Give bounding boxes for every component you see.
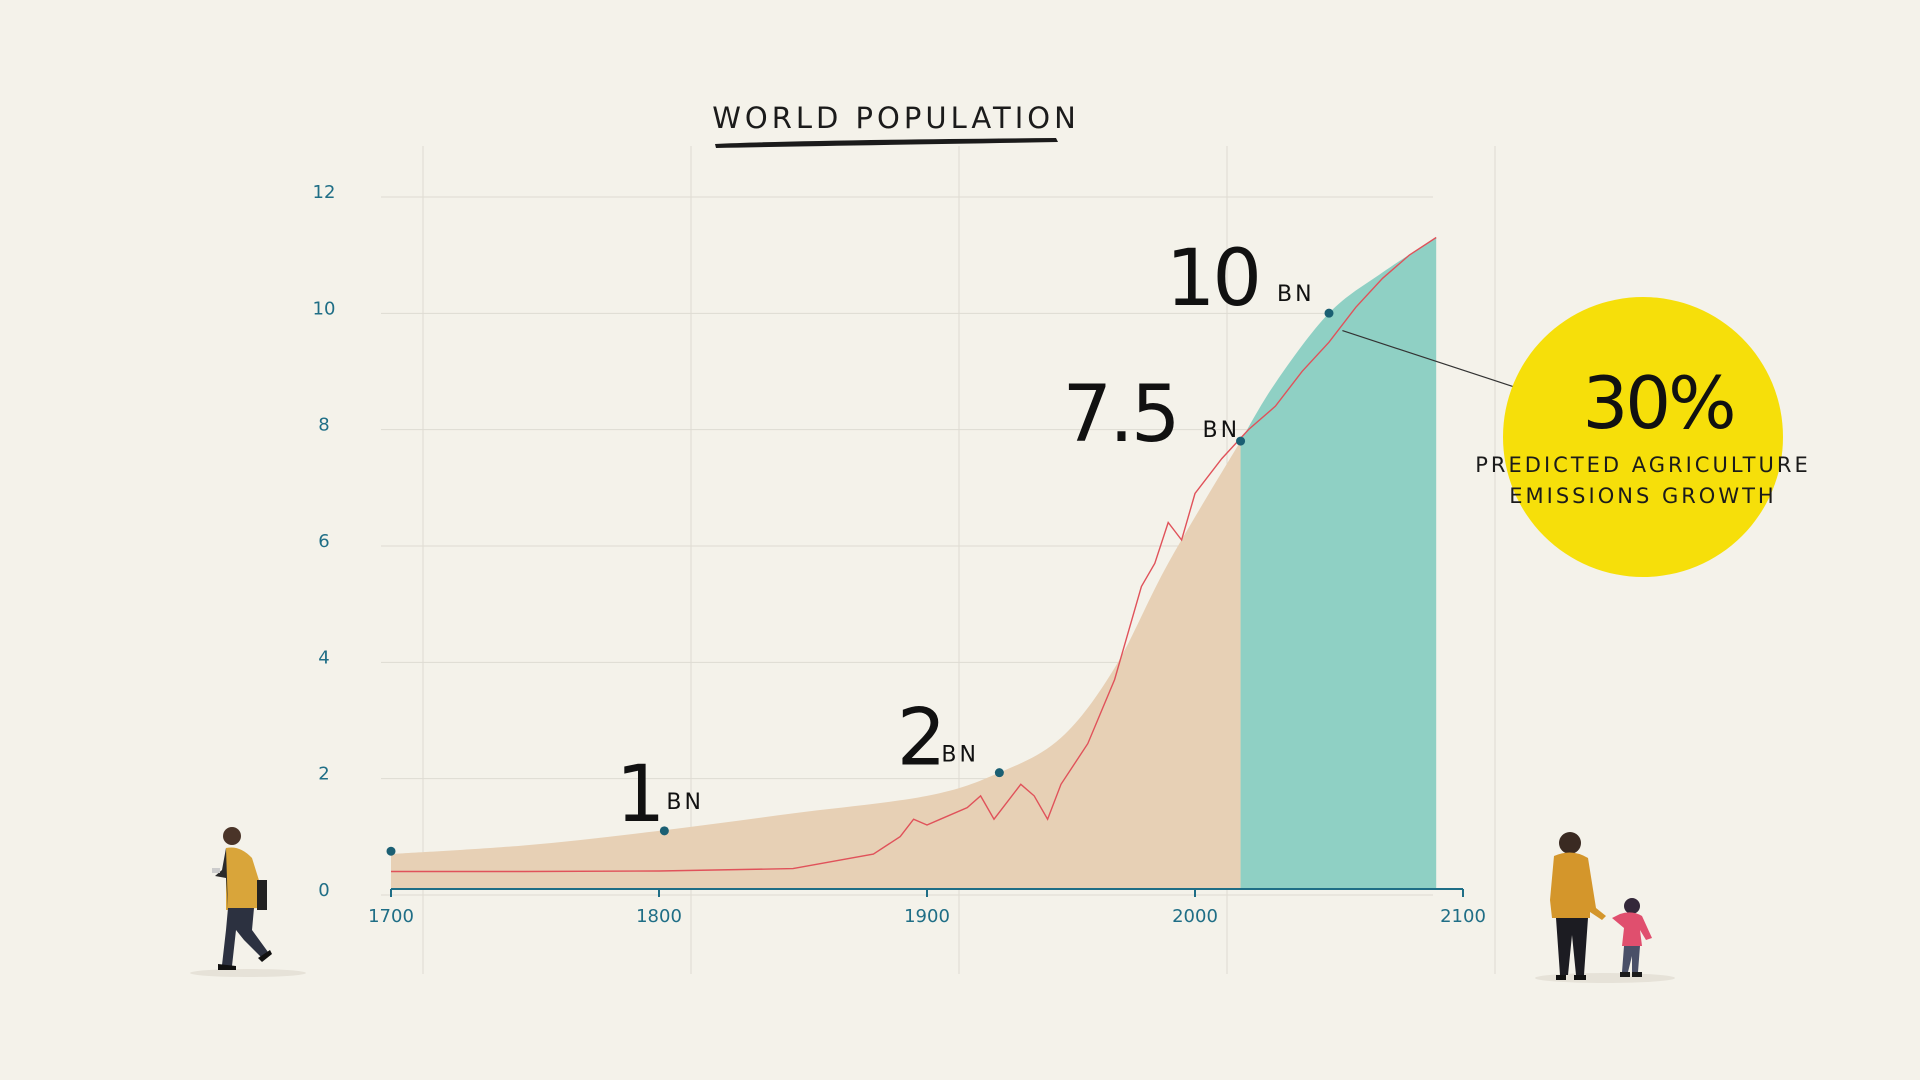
y-tick-label: 4 [318,647,329,668]
milestone-unit: BN [1277,282,1315,307]
milestone-dot [659,826,669,836]
title-underline [715,138,1058,148]
chart-title: WORLD POPULATION [712,101,1080,135]
milestone-value: 7.5 [1063,370,1178,460]
callout-line-1: PREDICTED AGRICULTURE [1475,453,1810,477]
milestone-dot [1324,308,1334,318]
person-walking-with-phone-icon [190,827,306,977]
milestone-label: 1 BN [616,750,704,840]
x-tick-label: 1800 [636,906,682,927]
parent-and-child-walking-icon [1535,832,1675,983]
y-axis-ticks: 0 2 4 6 8 10 12 [313,182,336,901]
milestone-dot [1236,436,1246,446]
callout-line-2: EMISSIONS GROWTH [1509,484,1776,508]
milestone-value: 1 [616,750,663,840]
area-historical [391,441,1241,889]
milestone-label: 10 BN [1166,234,1315,324]
y-tick-label: 2 [318,764,329,785]
milestone-unit: BN [666,790,704,815]
y-tick-label: 12 [313,182,336,203]
milestone-label: 2BN [897,694,979,784]
milestone-value: 10 [1166,234,1259,324]
milestone-value: 2 [897,694,944,784]
milestone-unit: BN [941,743,979,768]
x-axis-ticks: 1700 1800 1900 2000 2100 [368,889,1486,927]
callout-circle [1503,297,1783,577]
callout-value: 30% [1582,361,1733,445]
population-trend-line [391,236,1437,873]
milestone-dot [386,846,396,856]
milestone-dot [994,768,1004,778]
y-tick-label: 0 [318,880,329,901]
x-tick-label: 2000 [1172,906,1218,927]
x-tick-label: 1700 [368,906,414,927]
y-tick-label: 8 [318,415,329,436]
y-tick-label: 6 [318,531,329,552]
x-tick-label: 2100 [1440,906,1486,927]
area-projected [1240,237,1437,890]
milestone-unit: BN [1203,418,1241,443]
population-areas [391,237,1437,890]
milestone-label: 7.5 BN [1063,370,1241,460]
y-tick-label: 10 [313,298,336,319]
x-tick-label: 1900 [904,906,950,927]
